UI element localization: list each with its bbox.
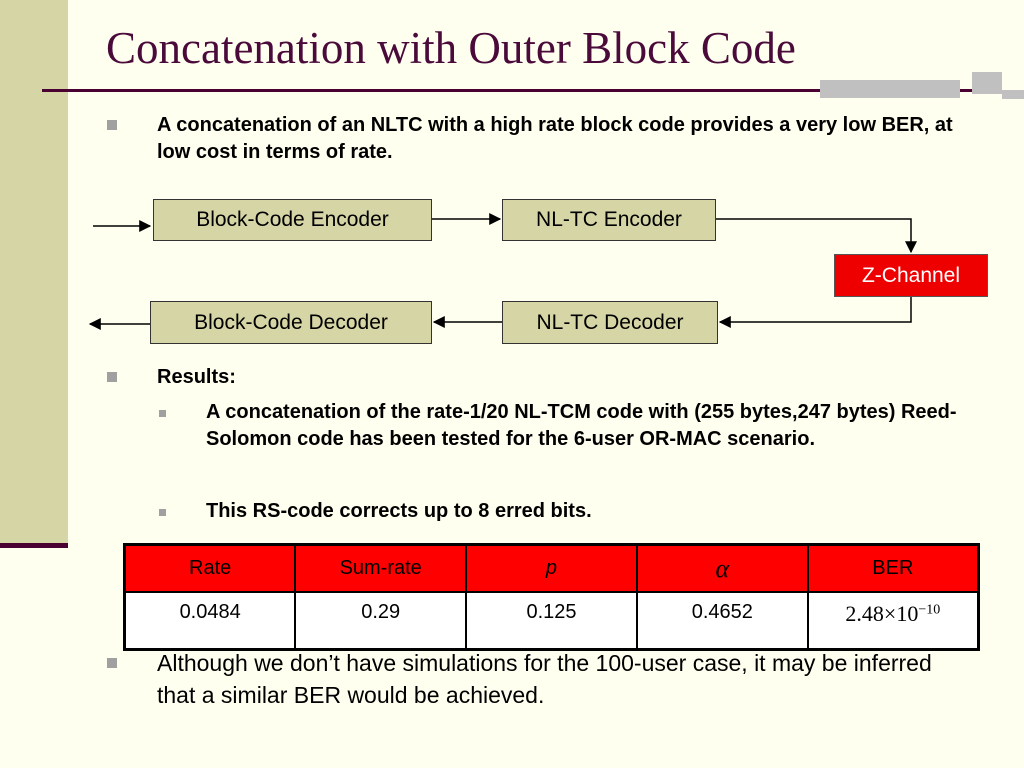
results-sub-bullet-1: A concatenation of the rate-1/20 NL-TCM … — [206, 401, 957, 450]
cell-ber: 2.48×10−10 — [806, 591, 980, 651]
intro-bullet-text: A concatenation of an NLTC with a high r… — [157, 114, 953, 163]
decorative-gray-bar — [820, 80, 960, 98]
header-rate: Rate — [123, 543, 297, 593]
cell-p: 0.125 — [465, 591, 638, 651]
block-code-encoder-box: Block-Code Encoder — [153, 199, 432, 241]
ber-mantissa: 2.48×10 — [845, 601, 919, 626]
cell-alpha: 0.4652 — [635, 591, 809, 651]
results-heading: Results: — [157, 366, 236, 388]
bullet-square-icon — [107, 120, 117, 130]
title-underline — [42, 89, 972, 92]
sidebar-accent-rule — [0, 543, 68, 548]
results-sub-bullet-2: This RS-code corrects up to 8 erred bits… — [206, 500, 592, 522]
table-row: 0.0484 0.29 0.125 0.4652 2.48×10−10 — [123, 591, 980, 651]
block-code-decoder-box: Block-Code Decoder — [150, 301, 432, 344]
decorative-gray-block-small — [1002, 90, 1024, 99]
sub-bullet-square-icon — [159, 410, 166, 417]
cell-rate: 0.0484 — [123, 591, 297, 651]
header-p: p — [465, 543, 638, 593]
bullet-square-icon — [107, 658, 117, 668]
closing-bullet-text: Although we don’t have simulations for t… — [157, 650, 932, 709]
table-header-row: Rate Sum-rate p α BER — [123, 543, 980, 593]
sub-bullet-square-icon — [159, 509, 166, 516]
ber-exponent: −10 — [918, 602, 941, 618]
bullet-square-icon — [107, 372, 117, 382]
nltc-encoder-box: NL-TC Encoder — [502, 199, 716, 241]
slide-title: Concatenation with Outer Block Code — [106, 23, 796, 73]
results-table: Rate Sum-rate p α BER 0.0484 0.29 0.125 … — [123, 543, 980, 651]
cell-sum-rate: 0.29 — [294, 591, 468, 651]
z-channel-box: Z-Channel — [834, 254, 988, 297]
from-channel-arrow — [718, 297, 912, 328]
header-alpha: α — [635, 543, 809, 593]
header-ber: BER — [806, 543, 980, 593]
nltc-decoder-box: NL-TC Decoder — [502, 301, 718, 344]
header-sum-rate: Sum-rate — [294, 543, 468, 593]
decorative-gray-block — [972, 72, 1002, 94]
to-channel-arrow — [716, 218, 917, 254]
